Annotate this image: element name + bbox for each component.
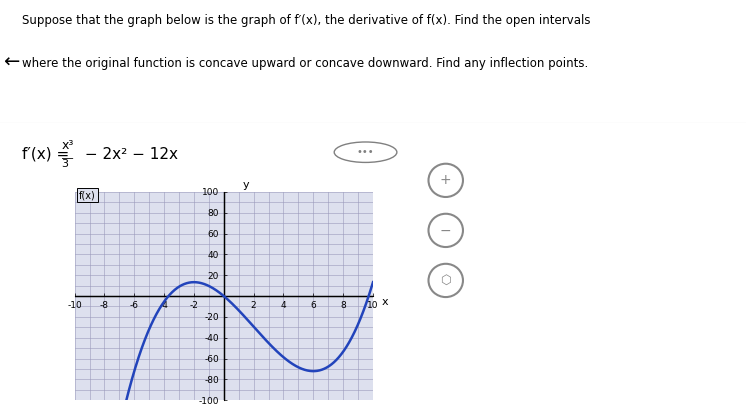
Text: x³: x³ <box>61 139 74 152</box>
Text: ←: ← <box>3 53 19 72</box>
Text: f′(x) =: f′(x) = <box>22 147 75 162</box>
Text: x: x <box>382 297 388 307</box>
Text: − 2x² − 12x: − 2x² − 12x <box>81 147 178 162</box>
Text: −: − <box>440 224 451 237</box>
Text: ―
3: ― 3 <box>61 153 72 169</box>
Text: Suppose that the graph below is the graph of f′(x), the derivative of f(x). Find: Suppose that the graph below is the grap… <box>22 14 591 27</box>
Text: ⬡: ⬡ <box>440 274 451 287</box>
Text: •••: ••• <box>357 147 374 157</box>
Text: where the original function is concave upward or concave downward. Find any infl: where the original function is concave u… <box>22 57 589 70</box>
Text: y: y <box>243 180 249 189</box>
Text: +: + <box>440 173 451 187</box>
Text: f(x): f(x) <box>79 190 95 200</box>
